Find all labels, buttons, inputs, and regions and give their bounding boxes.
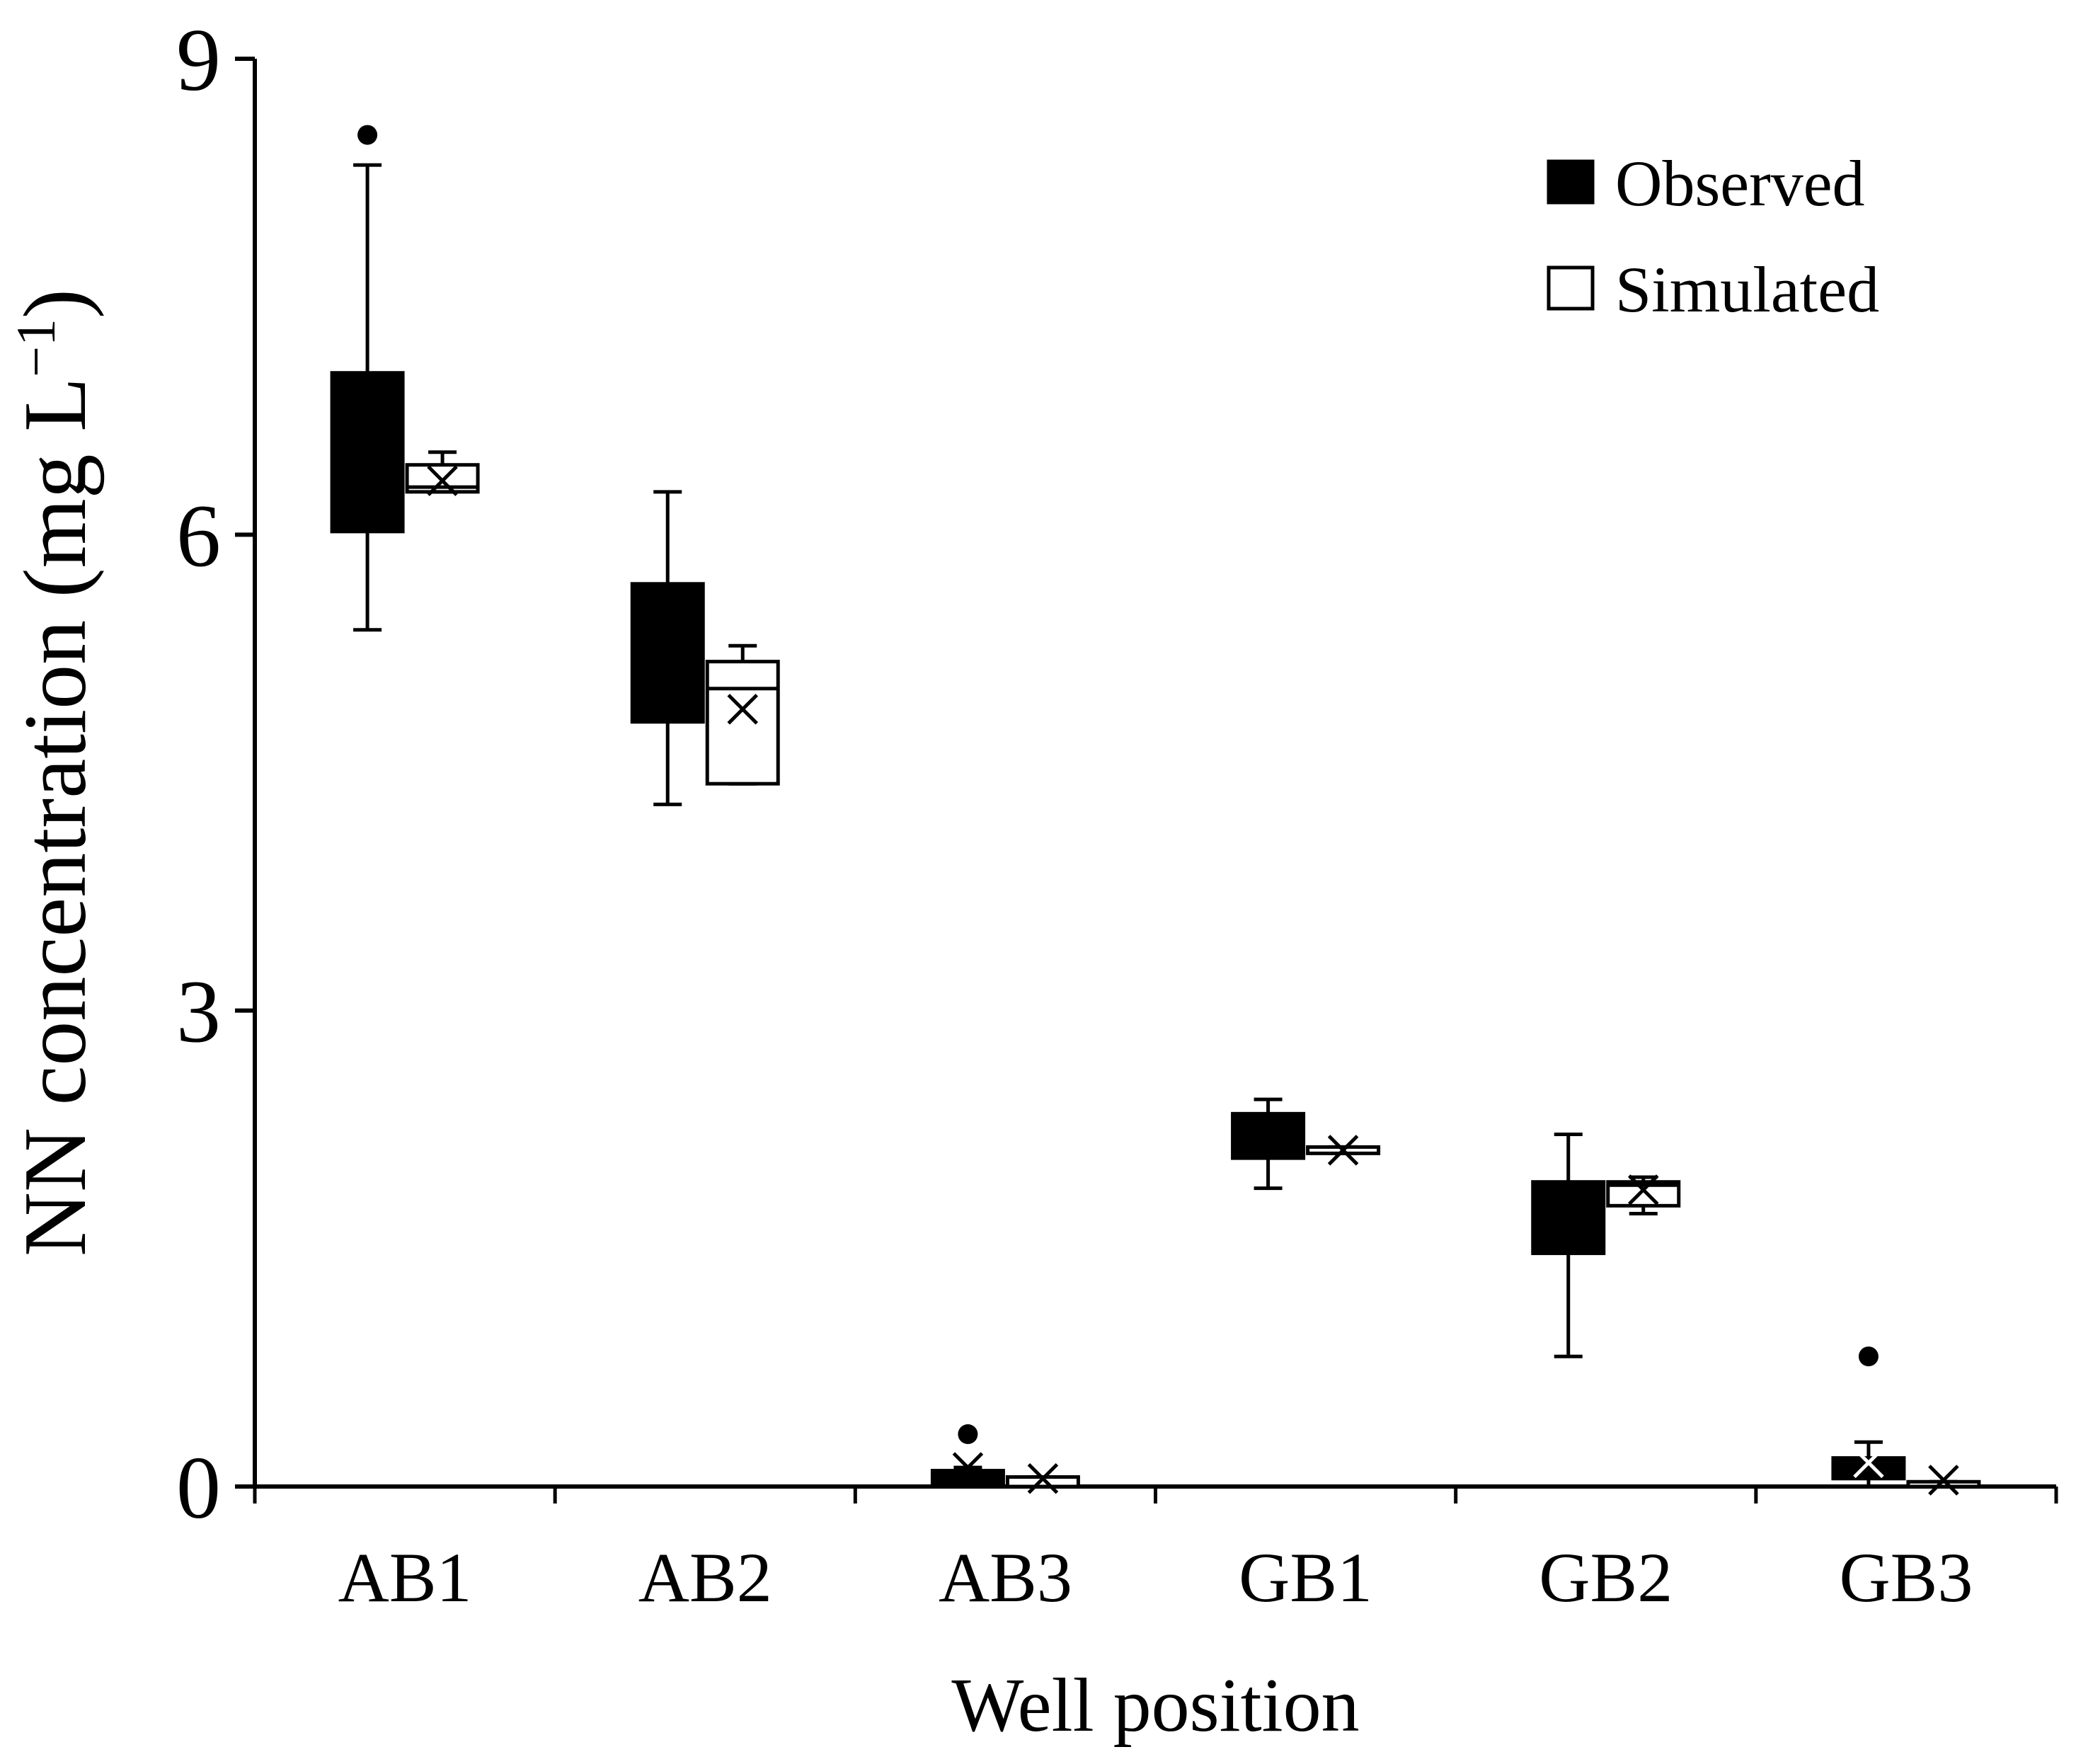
mean-marker-simulated-ab1 xyxy=(427,465,458,496)
mean-marker-simulated-ab3 xyxy=(1027,1463,1059,1494)
box-observed-gb1 xyxy=(1231,1097,1306,1191)
y-axis-ticks: 0 3 6 9 xyxy=(176,11,255,1537)
iqr-box-observed-gb2 xyxy=(1531,1180,1606,1256)
box-observed-gb2 xyxy=(1531,1132,1606,1358)
outlier-observed-gb3-0 xyxy=(1858,1346,1879,1367)
iqr-box-observed-ab1 xyxy=(330,371,405,534)
y-tick-label-3: 3 xyxy=(176,963,221,1062)
y-tick-label-6: 6 xyxy=(176,487,221,585)
iqr-box-observed-ab3 xyxy=(930,1469,1005,1489)
mean-marker-observed-ab3 xyxy=(952,1452,984,1483)
box-simulated-ab3 xyxy=(1005,1463,1080,1494)
y-axis-title: NN concentration (mg L−1) xyxy=(5,289,105,1256)
x-tick-label-gb3: GB3 xyxy=(1839,1538,1973,1617)
box-simulated-gb1 xyxy=(1306,1135,1381,1166)
y-axis-title-close: ) xyxy=(6,289,105,319)
iqr-box-observed-gb1 xyxy=(1231,1111,1306,1160)
legend-label-simulated: Simulated xyxy=(1615,253,1879,326)
x-axis-ticks: AB1 AB2 AB3 GB1 GB2 GB3 xyxy=(253,1487,2058,1617)
y-tick-label-0: 0 xyxy=(176,1439,221,1537)
mean-marker-observed-gb3 xyxy=(1853,1447,1884,1479)
iqr-box-simulated-ab2 xyxy=(705,660,780,786)
mean-marker-simulated-ab2 xyxy=(727,694,759,725)
legend-swatch-observed xyxy=(1547,159,1595,205)
mean-marker-simulated-gb3 xyxy=(1928,1465,1959,1496)
box-observed-ab3 xyxy=(930,1424,1005,1489)
box-observed-gb3 xyxy=(1831,1346,1906,1489)
x-tick-label-ab2: AB2 xyxy=(638,1538,772,1617)
legend-label-observed: Observed xyxy=(1615,147,1865,219)
legend-swatch-simulated xyxy=(1547,265,1595,311)
y-axis-title-main: NN concentration (mg L xyxy=(6,377,105,1256)
outlier-observed-ab3-0 xyxy=(958,1424,978,1445)
x-tick-label-ab3: AB3 xyxy=(939,1538,1072,1617)
box-simulated-ab1 xyxy=(405,450,480,496)
outlier-observed-ab1-0 xyxy=(357,125,378,145)
iqr-box-observed-gb3 xyxy=(1831,1456,1906,1481)
box-observed-ab2 xyxy=(630,490,705,806)
mean-marker-simulated-gb1 xyxy=(1327,1135,1359,1166)
box-simulated-gb3 xyxy=(1906,1465,1981,1496)
box-observed-ab1 xyxy=(330,125,405,632)
iqr-box-observed-ab2 xyxy=(630,582,705,724)
x-tick-label-gb1: GB1 xyxy=(1239,1538,1372,1617)
mean-marker-simulated-gb2 xyxy=(1627,1174,1659,1205)
box-simulated-gb2 xyxy=(1606,1174,1681,1216)
box-series xyxy=(330,125,1981,1496)
legend: Observed Simulated xyxy=(1547,147,1879,326)
x-tick-label-ab1: AB1 xyxy=(338,1538,472,1617)
x-axis-title: Well position xyxy=(951,1663,1359,1748)
box-simulated-ab2 xyxy=(705,643,780,786)
y-axis-title-superscript: −1 xyxy=(5,319,67,377)
y-tick-label-9: 9 xyxy=(176,11,221,110)
x-tick-label-gb2: GB2 xyxy=(1539,1538,1673,1617)
